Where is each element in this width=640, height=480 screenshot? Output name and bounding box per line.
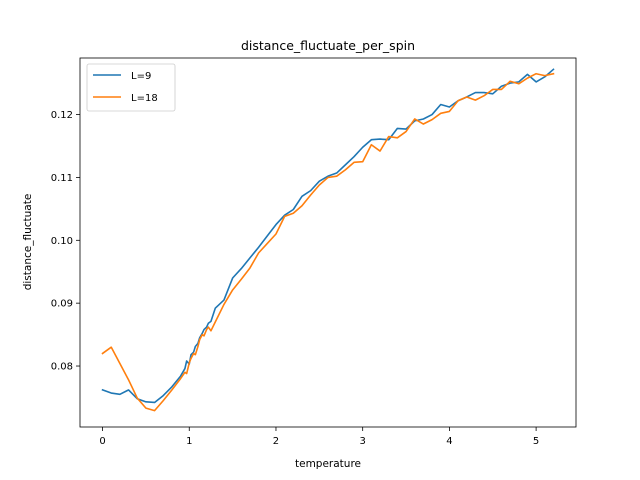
- x-tick-label: 3: [359, 436, 365, 447]
- chart-title: distance_fluctuate_per_spin: [241, 38, 415, 53]
- y-axis-label: distance_fluctuate: [22, 194, 34, 291]
- y-tick-label: 0.08: [51, 362, 73, 373]
- y-axis-ticks: 0.08 0.09 0.10 0.11 0.12: [51, 110, 80, 373]
- y-tick-label: 0.11: [51, 173, 73, 184]
- legend: L=9 L=18: [86, 63, 176, 112]
- y-tick-label: 0.09: [51, 299, 73, 310]
- y-tick-label: 0.10: [51, 236, 73, 247]
- x-axis-label: temperature: [295, 458, 361, 470]
- series-lines: [101, 68, 555, 412]
- x-tick-label: 4: [446, 436, 452, 447]
- x-tick-label: 5: [533, 436, 539, 447]
- series-line-l18: [101, 72, 555, 412]
- legend-label-l18: L=18: [131, 93, 158, 104]
- legend-label-l9: L=9: [131, 71, 151, 82]
- y-tick-label: 0.12: [51, 110, 73, 121]
- x-tick-label: 1: [186, 436, 192, 447]
- x-axis-ticks: 0 1 2 3 4 5: [99, 427, 539, 447]
- axes-frame: [79, 57, 577, 428]
- x-tick-label: 2: [273, 436, 279, 447]
- x-tick-label: 0: [99, 436, 105, 447]
